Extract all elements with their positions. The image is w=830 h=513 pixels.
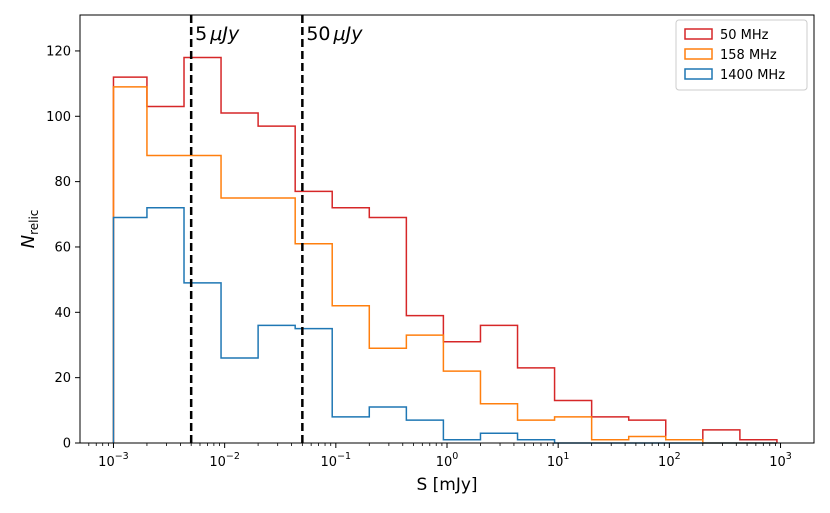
y-tick-label: 60 <box>54 240 71 255</box>
x-tick-label: 101 <box>547 451 570 470</box>
y-tick-label: 0 <box>63 437 71 452</box>
legend-swatch-50-mhz <box>684 28 713 40</box>
y-tick-label: 100 <box>46 110 71 125</box>
reference-label-5ujy: 5 μJy <box>195 23 240 45</box>
x-tick-label: 103 <box>769 451 792 470</box>
series-1400-mhz-outline <box>112 207 777 444</box>
x-tick-label: 10−3 <box>98 451 129 470</box>
series-50-mhz-outline <box>112 56 778 443</box>
x-tick-label: 10−2 <box>209 451 240 470</box>
legend-label-1400-mhz: 1400 MHz <box>720 68 785 83</box>
x-axis-label: S [mJy] <box>416 475 477 495</box>
x-tick-label: 10−1 <box>321 451 352 470</box>
legend-label-158-mhz: 158 MHz <box>720 48 777 63</box>
y-axis-label-main: N <box>18 235 39 248</box>
legend-swatch-158-mhz <box>684 48 713 60</box>
series-158-mhz-outline <box>112 86 777 444</box>
y-axis-label: Nrelic <box>18 210 41 249</box>
y-axis: 0 20 40 60 80 100 120 <box>46 44 80 452</box>
x-tick-label: 102 <box>658 451 681 470</box>
y-axis-label-sub: relic <box>27 210 41 235</box>
y-tick-label: 40 <box>54 306 71 321</box>
legend: 50 MHz 158 MHz 1400 MHz <box>675 19 808 91</box>
reference-lines: 5 μJy 50 μJy <box>189 15 363 443</box>
legend-box <box>675 19 808 91</box>
y-tick-label: 80 <box>54 175 71 190</box>
legend-label-50-mhz: 50 MHz <box>720 28 769 43</box>
x-axis: 10−3 10−2 10−1 100 101 102 103 <box>88 443 792 470</box>
reference-label-50ujy: 50 μJy <box>306 23 363 45</box>
y-tick-label: 120 <box>46 44 71 59</box>
legend-swatch-1400-mhz <box>684 68 713 80</box>
series-layer <box>112 56 778 444</box>
x-tick-label: 100 <box>436 451 459 470</box>
y-tick-label: 20 <box>54 371 71 386</box>
